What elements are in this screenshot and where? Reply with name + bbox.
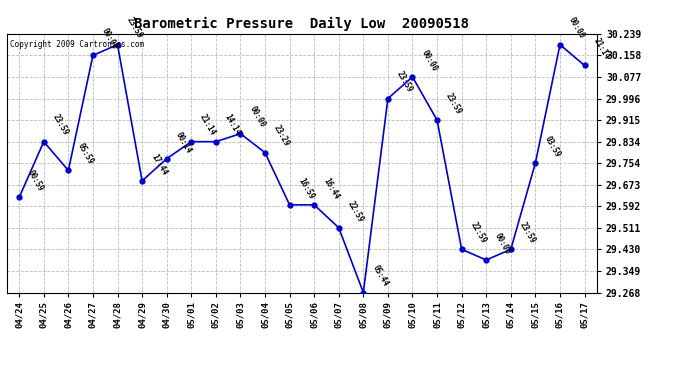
Text: 23:59: 23:59 (124, 16, 144, 40)
Text: 05:44: 05:44 (371, 264, 390, 288)
Text: 00:59: 00:59 (26, 169, 46, 193)
Text: 00:00: 00:00 (420, 48, 439, 73)
Text: 16:44: 16:44 (321, 176, 340, 201)
Text: 00:00: 00:00 (493, 231, 513, 256)
Text: Copyright 2009 Cartronics.com: Copyright 2009 Cartronics.com (10, 40, 144, 49)
Text: 03:59: 03:59 (542, 134, 562, 159)
Text: 23:59: 23:59 (444, 92, 464, 116)
Text: 00:14: 00:14 (174, 130, 193, 154)
Text: 21:14: 21:14 (591, 37, 611, 61)
Text: 00:00: 00:00 (567, 16, 586, 40)
Text: 22:59: 22:59 (469, 220, 488, 245)
Text: 23:59: 23:59 (51, 113, 70, 138)
Title: Barometric Pressure  Daily Low  20090518: Barometric Pressure Daily Low 20090518 (135, 17, 469, 31)
Text: 17:44: 17:44 (149, 152, 168, 177)
Text: 21:14: 21:14 (198, 113, 217, 138)
Text: 00:00: 00:00 (100, 27, 119, 51)
Text: 23:59: 23:59 (395, 70, 414, 94)
Text: 05:59: 05:59 (75, 142, 95, 166)
Text: 23:29: 23:29 (272, 124, 291, 148)
Text: 22:59: 22:59 (346, 199, 365, 223)
Text: 14:14: 14:14 (223, 113, 242, 138)
Text: 00:00: 00:00 (248, 105, 267, 129)
Text: 16:59: 16:59 (297, 176, 316, 201)
Text: 23:59: 23:59 (518, 220, 537, 245)
